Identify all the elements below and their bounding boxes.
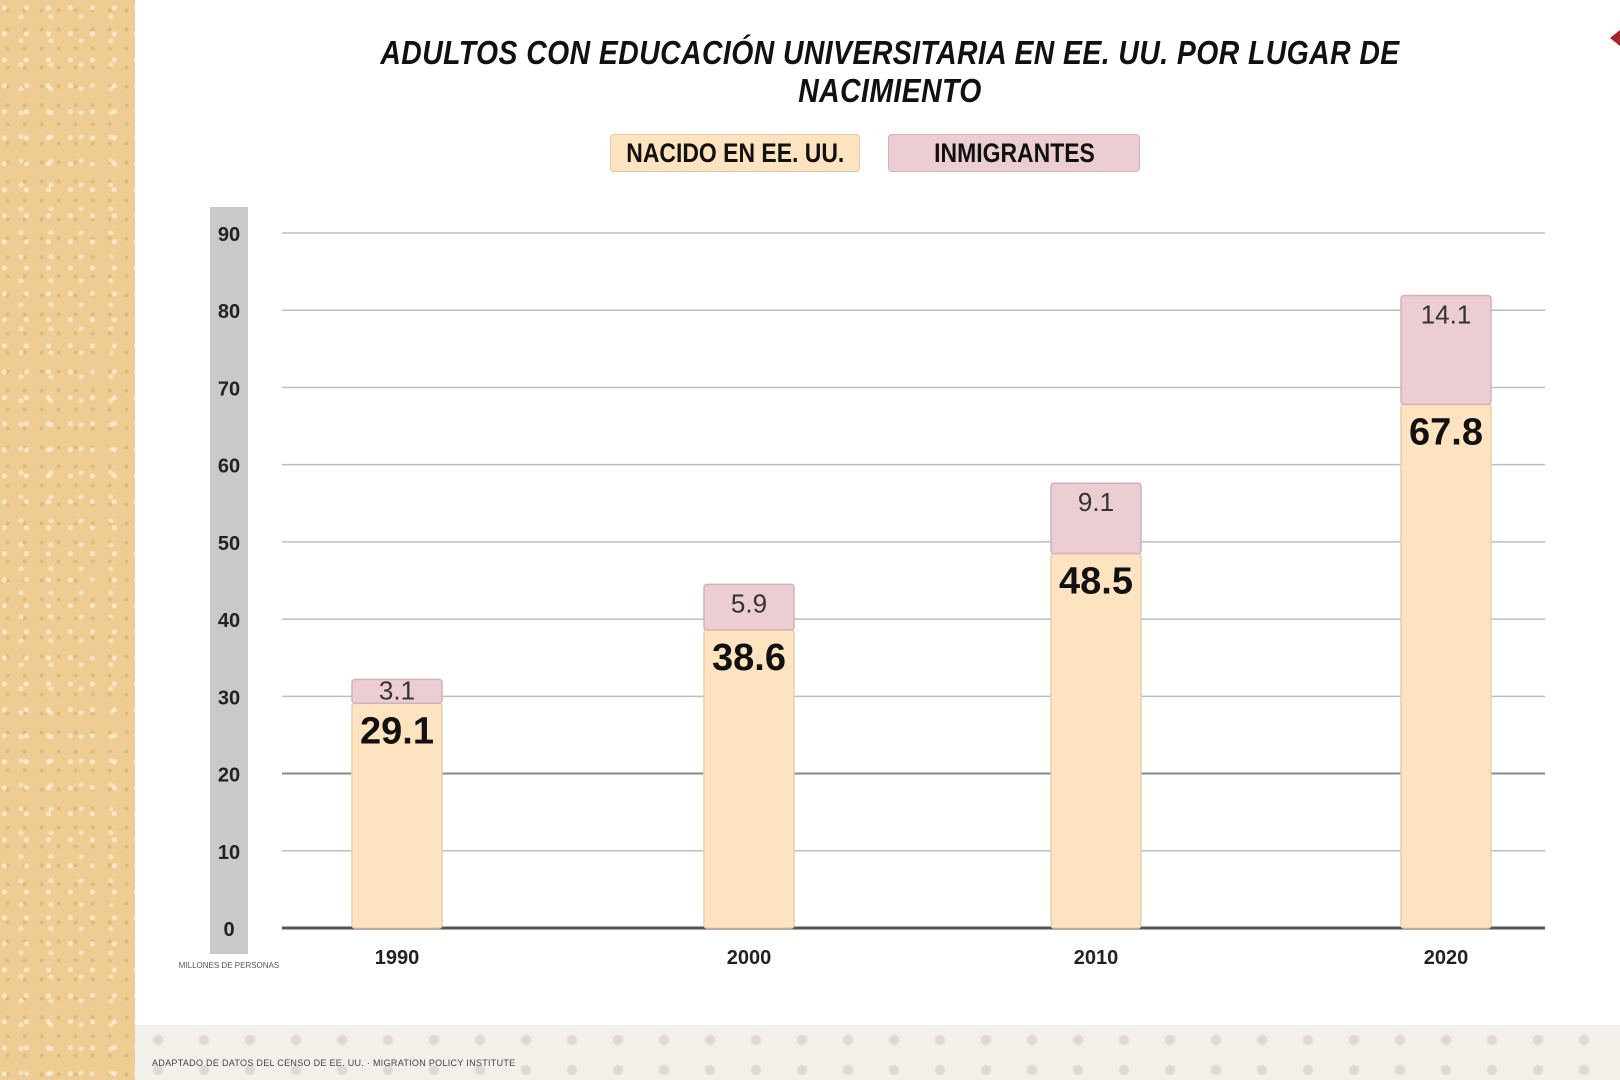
y-tick-label: 60 [218, 456, 240, 478]
bar-us-born [1050, 552, 1142, 929]
data-label-us-born: 38.6 [712, 637, 786, 679]
y-tick-label: 30 [218, 687, 240, 709]
legend-label-us-born: NACIDO EN EE. UU. [625, 137, 845, 168]
y-tick-label: 50 [218, 533, 240, 555]
bar-immigrants [703, 583, 795, 631]
y-tick-label: 40 [218, 610, 240, 632]
y-axis-band [210, 207, 248, 954]
data-label-us-born: 29.1 [360, 710, 434, 752]
legend-item-immigrants: INMIGRANTES [888, 134, 1140, 172]
data-label-us-born: 67.8 [1409, 411, 1483, 453]
decorative-side-panel [0, 0, 135, 1080]
legend-item-us-born: NACIDO EN EE. UU. [610, 134, 860, 172]
y-tick-label: 0 [223, 919, 234, 941]
x-tick-label: 2020 [1424, 947, 1469, 969]
bar-us-born [1400, 403, 1492, 929]
bar-immigrants [1400, 294, 1492, 406]
source-note: ADAPTADO DE DATOS DEL CENSO DE EE. UU. ·… [152, 1058, 516, 1068]
x-tick-label: 2010 [1074, 947, 1119, 969]
data-label-us-born: 48.5 [1059, 560, 1133, 602]
y-tick-label: 90 [218, 224, 240, 246]
legend-label-immigrants: INMIGRANTES [933, 137, 1095, 168]
bar-immigrants [1050, 482, 1142, 555]
y-tick-label: 20 [218, 765, 240, 787]
x-tick-label: 1990 [375, 947, 420, 969]
x-tick-label: 2000 [727, 947, 772, 969]
data-label-immigrants: 14.1 [1421, 300, 1472, 330]
y-tick-label: 10 [218, 842, 240, 864]
y-axis-label: MILLONES DE PERSONAS [179, 961, 279, 970]
data-label-immigrants: 3.1 [379, 675, 415, 705]
y-tick-label: 80 [218, 301, 240, 323]
decorative-bottom-strip [135, 1025, 1620, 1080]
data-label-immigrants: 9.1 [1078, 487, 1114, 517]
chart-title: ADULTOS CON EDUCACIÓN UNIVERSITARIA EN E… [380, 34, 1400, 109]
bar-immigrants [351, 678, 443, 705]
corner-arrow-icon [1610, 30, 1620, 46]
data-label-immigrants: 5.9 [731, 588, 767, 618]
y-tick-label: 70 [218, 378, 240, 400]
